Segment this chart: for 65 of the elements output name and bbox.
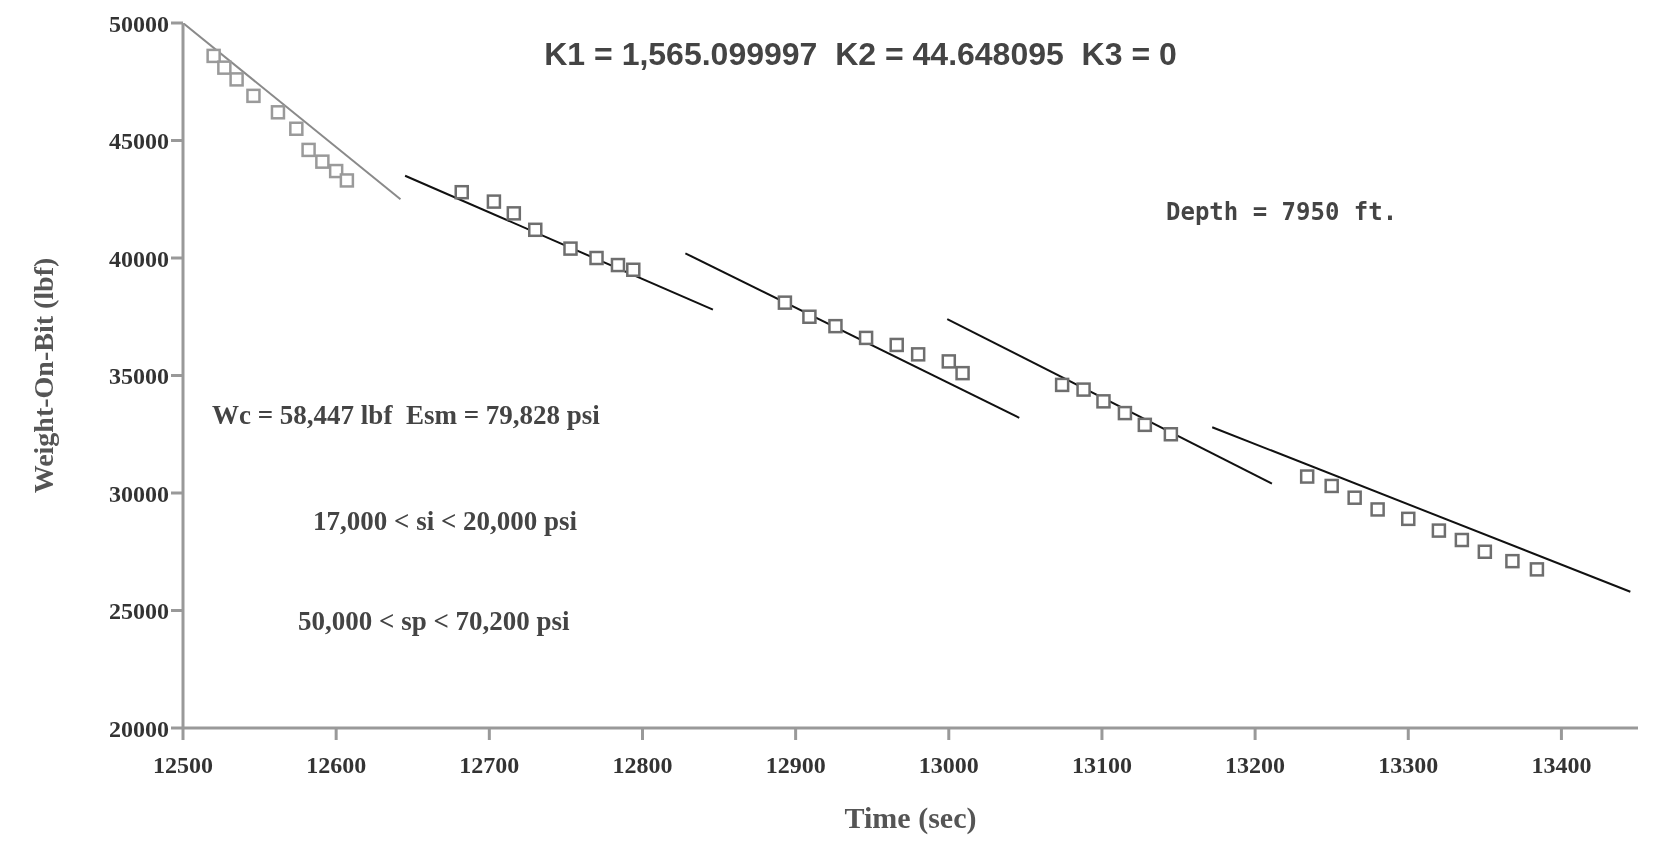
point xyxy=(1370,502,1385,517)
point xyxy=(626,262,641,277)
point xyxy=(1054,377,1070,393)
point xyxy=(955,365,970,381)
point xyxy=(1454,532,1470,548)
x-tick-label: 12900 xyxy=(765,752,826,779)
point xyxy=(889,337,904,353)
point xyxy=(858,330,874,346)
point xyxy=(1163,427,1179,442)
chart-title: K1 = 1,565.099997 K2 = 44.648095 K3 = 0 xyxy=(543,36,1178,73)
x-tick-label: 12800 xyxy=(612,752,673,779)
point xyxy=(1137,417,1153,433)
point xyxy=(1401,511,1416,527)
y-tick-label: 45000 xyxy=(109,128,169,155)
point xyxy=(1529,562,1545,577)
annotation: Wc = 58,447 lbf Esm = 79,828 psi xyxy=(212,400,600,431)
point xyxy=(528,222,543,238)
point xyxy=(910,347,926,362)
point xyxy=(229,72,244,87)
point xyxy=(206,48,221,64)
x-tick-label: 13000 xyxy=(918,752,979,779)
point xyxy=(486,194,502,209)
x-tick-label: 12700 xyxy=(459,752,520,779)
point xyxy=(802,309,817,324)
point xyxy=(315,154,330,169)
point xyxy=(289,121,304,136)
point xyxy=(454,184,469,200)
y-tick-label: 25000 xyxy=(109,598,169,625)
y-tick-label: 30000 xyxy=(109,480,169,507)
point xyxy=(301,142,316,158)
point xyxy=(828,318,843,334)
annotation: Depth = 7950 ft. xyxy=(1166,198,1398,226)
y-tick-label: 40000 xyxy=(109,245,169,272)
point xyxy=(941,354,957,369)
x-tick-label: 13200 xyxy=(1225,752,1286,779)
annotation: 17,000 < si < 20,000 psi xyxy=(313,506,578,537)
point xyxy=(1477,544,1493,559)
point xyxy=(1505,553,1520,569)
annotation: 50,000 < sp < 70,200 psi xyxy=(298,606,570,637)
point xyxy=(610,257,626,273)
point xyxy=(777,295,793,310)
point xyxy=(1299,469,1315,484)
x-axis-title: Time (sec) xyxy=(844,801,977,835)
point xyxy=(1096,394,1111,409)
point xyxy=(1347,490,1362,505)
x-tick-label: 12600 xyxy=(306,752,367,779)
point xyxy=(246,88,261,104)
y-tick-label: 20000 xyxy=(109,715,169,742)
point xyxy=(1431,523,1447,538)
y-axis-title: Weight-On-Bit (lbf) xyxy=(27,257,59,494)
point xyxy=(1117,405,1133,421)
point xyxy=(563,241,578,256)
point xyxy=(589,250,604,266)
point xyxy=(339,173,355,188)
point xyxy=(270,105,286,120)
y-tick-label: 35000 xyxy=(109,363,169,390)
point xyxy=(217,60,232,75)
x-tick-label: 13300 xyxy=(1378,752,1439,779)
y-tick-label: 50000 xyxy=(109,10,169,37)
point xyxy=(506,206,522,221)
x-tick-label: 13400 xyxy=(1531,752,1592,779)
point xyxy=(1076,382,1091,397)
x-tick-label: 12500 xyxy=(153,752,213,779)
point xyxy=(1324,478,1339,494)
x-tick-label: 13100 xyxy=(1071,752,1132,779)
